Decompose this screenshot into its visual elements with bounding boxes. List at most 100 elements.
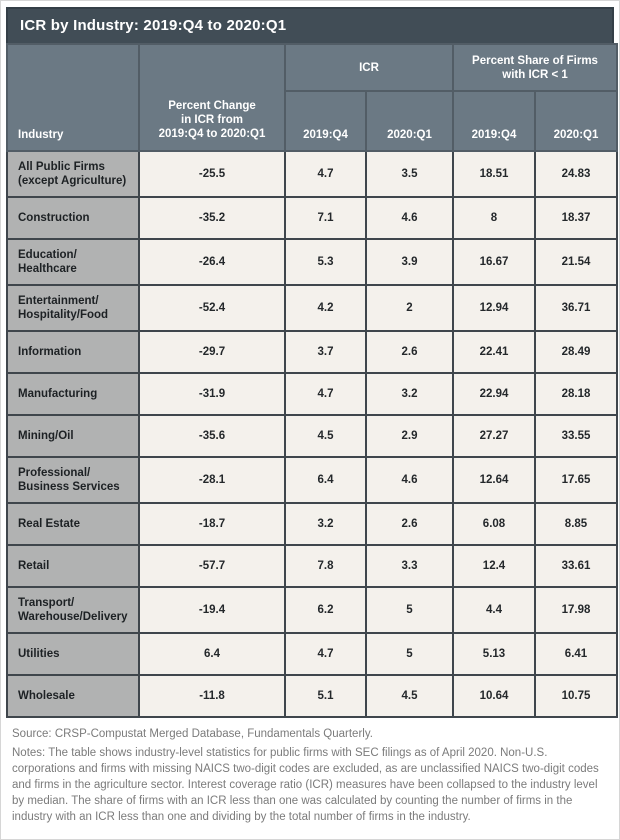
value-cell-icr-2019q4: 4.7: [284, 632, 367, 676]
value-cell-share-2019q4: 22.94: [452, 372, 536, 416]
value-cell-icr-2020q1: 3.3: [365, 544, 454, 588]
value-cell-pct-change: -29.7: [138, 330, 286, 374]
value-cell-share-2020q1: 33.61: [534, 544, 618, 588]
table-row: Retail -57.7 7.8 3.3 12.4 33.61: [6, 544, 618, 588]
value-cell-pct-change: -26.4: [138, 238, 286, 286]
value-cell-pct-change: -35.6: [138, 414, 286, 458]
subheader-icr-2019q4: 2019:Q4: [284, 90, 367, 152]
table-row: Entertainment/ Hospitality/Food -52.4 4.2 2…: [6, 284, 618, 332]
value-cell-icr-2019q4: 7.1: [284, 196, 367, 240]
industry-cell: Real Estate: [6, 502, 140, 546]
group-header-icr: ICR: [284, 43, 454, 92]
value-cell-icr-2019q4: 5.3: [284, 238, 367, 286]
value-cell-share-2020q1: 10.75: [534, 674, 618, 718]
table-header: Industry Percent Change in ICR from 2019…: [6, 43, 618, 152]
value-cell-share-2019q4: 12.64: [452, 456, 536, 504]
value-cell-icr-2020q1: 3.9: [365, 238, 454, 286]
group-header-percent-share: Percent Share of Firms with ICR < 1: [452, 43, 618, 92]
industry-cell: Wholesale: [6, 674, 140, 718]
value-cell-share-2020q1: 33.55: [534, 414, 618, 458]
table-row: Wholesale -11.8 5.1 4.5 10.64 10.75: [6, 674, 618, 718]
table-row: Transport/ Warehouse/Delivery -19.4 6.2 5 4.…: [6, 586, 618, 634]
value-cell-pct-change: -57.7: [138, 544, 286, 588]
value-cell-icr-2019q4: 7.8: [284, 544, 367, 588]
industry-cell: Manufacturing: [6, 372, 140, 416]
value-cell-icr-2020q1: 5: [365, 632, 454, 676]
column-header-industry: Industry: [6, 43, 140, 152]
value-cell-share-2019q4: 4.4: [452, 586, 536, 634]
industry-cell: All Public Firms (except Agriculture): [6, 150, 140, 198]
table-row: Construction -35.2 7.1 4.6 8 18.37: [6, 196, 618, 240]
value-cell-share-2020q1: 24.83: [534, 150, 618, 198]
value-cell-icr-2020q1: 3.5: [365, 150, 454, 198]
subheader-share-2019q4: 2019:Q4: [452, 90, 536, 152]
value-cell-icr-2019q4: 4.2: [284, 284, 367, 332]
value-cell-pct-change: 6.4: [138, 632, 286, 676]
value-cell-icr-2020q1: 2.6: [365, 330, 454, 374]
value-cell-icr-2019q4: 6.2: [284, 586, 367, 634]
value-cell-icr-2020q1: 3.2: [365, 372, 454, 416]
table-row: Information -29.7 3.7 2.6 22.41 28.49: [6, 330, 618, 374]
value-cell-icr-2019q4: 3.7: [284, 330, 367, 374]
value-cell-share-2020q1: 6.41: [534, 632, 618, 676]
value-cell-icr-2020q1: 4.6: [365, 196, 454, 240]
value-cell-icr-2019q4: 4.5: [284, 414, 367, 458]
industry-cell: Utilities: [6, 632, 140, 676]
icr-by-industry-table: Industry Percent Change in ICR from 2019…: [6, 43, 618, 718]
industry-cell: Education/ Healthcare: [6, 238, 140, 286]
table-figure: ICR by Industry: 2019:Q4 to 2020:Q1 Indu…: [1, 1, 619, 825]
value-cell-share-2020q1: 17.65: [534, 456, 618, 504]
value-cell-icr-2020q1: 4.6: [365, 456, 454, 504]
industry-cell: Construction: [6, 196, 140, 240]
column-header-percent-change: Percent Change in ICR from 2019:Q4 to 20…: [138, 43, 286, 152]
value-cell-share-2020q1: 21.54: [534, 238, 618, 286]
value-cell-icr-2019q4: 6.4: [284, 456, 367, 504]
value-cell-icr-2020q1: 2.6: [365, 502, 454, 546]
source-note: Source: CRSP-Compustat Merged Database, …: [12, 728, 373, 740]
value-cell-share-2019q4: 5.13: [452, 632, 536, 676]
value-cell-share-2019q4: 18.51: [452, 150, 536, 198]
value-cell-pct-change: -35.2: [138, 196, 286, 240]
value-cell-share-2019q4: 27.27: [452, 414, 536, 458]
value-cell-share-2019q4: 10.64: [452, 674, 536, 718]
value-cell-share-2019q4: 8: [452, 196, 536, 240]
value-cell-icr-2019q4: 5.1: [284, 674, 367, 718]
value-cell-share-2020q1: 28.49: [534, 330, 618, 374]
value-cell-icr-2020q1: 5: [365, 586, 454, 634]
value-cell-pct-change: -25.5: [138, 150, 286, 198]
methodology-notes: Notes: The table shows industry-level st…: [12, 747, 599, 823]
value-cell-pct-change: -31.9: [138, 372, 286, 416]
table-row: Professional/ Business Services -28.1 6.4 4…: [6, 456, 618, 504]
value-cell-icr-2020q1: 4.5: [365, 674, 454, 718]
value-cell-share-2019q4: 22.41: [452, 330, 536, 374]
value-cell-share-2020q1: 36.71: [534, 284, 618, 332]
value-cell-icr-2019q4: 4.7: [284, 372, 367, 416]
subheader-icr-2020q1: 2020:Q1: [365, 90, 454, 152]
value-cell-share-2019q4: 12.94: [452, 284, 536, 332]
value-cell-pct-change: -11.8: [138, 674, 286, 718]
industry-cell: Professional/ Business Services: [6, 456, 140, 504]
table-row: Manufacturing -31.9 4.7 3.2 22.94 28.18: [6, 372, 618, 416]
table-row: Utilities 6.4 4.7 5 5.13 6.41: [6, 632, 618, 676]
value-cell-share-2020q1: 17.98: [534, 586, 618, 634]
value-cell-pct-change: -28.1: [138, 456, 286, 504]
value-cell-icr-2019q4: 3.2: [284, 502, 367, 546]
value-cell-share-2020q1: 28.18: [534, 372, 618, 416]
table-row: Education/ Healthcare -26.4 5.3 3.9 16.67 21.…: [6, 238, 618, 286]
value-cell-share-2019q4: 12.4: [452, 544, 536, 588]
industry-cell: Mining/Oil: [6, 414, 140, 458]
table-row: All Public Firms (except Agriculture) -25…: [6, 150, 618, 198]
value-cell-icr-2020q1: 2: [365, 284, 454, 332]
value-cell-pct-change: -52.4: [138, 284, 286, 332]
industry-cell: Transport/ Warehouse/Delivery: [6, 586, 140, 634]
value-cell-share-2020q1: 8.85: [534, 502, 618, 546]
value-cell-pct-change: -19.4: [138, 586, 286, 634]
subheader-share-2020q1: 2020:Q1: [534, 90, 618, 152]
value-cell-pct-change: -18.7: [138, 502, 286, 546]
industry-cell: Entertainment/ Hospitality/Food: [6, 284, 140, 332]
value-cell-share-2019q4: 6.08: [452, 502, 536, 546]
value-cell-share-2019q4: 16.67: [452, 238, 536, 286]
table-body: All Public Firms (except Agriculture) -25…: [6, 150, 618, 718]
table-footer: Source: CRSP-Compustat Merged Database, …: [6, 718, 614, 825]
table-title: ICR by Industry: 2019:Q4 to 2020:Q1: [6, 7, 614, 43]
